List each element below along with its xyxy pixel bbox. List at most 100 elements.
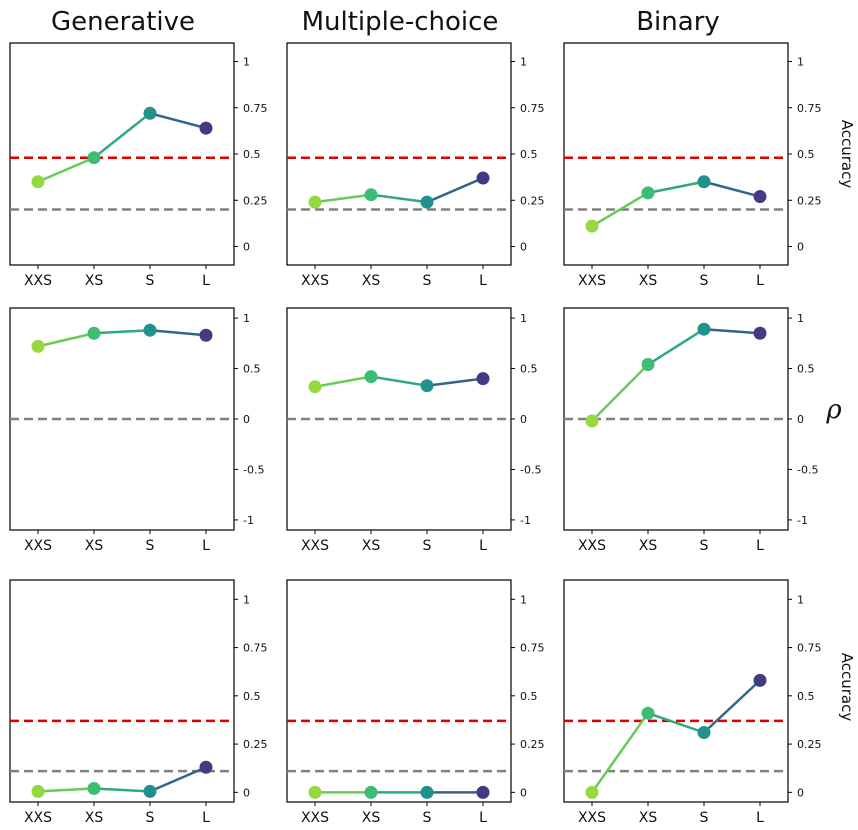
y-tick-label: 1 <box>797 56 804 69</box>
x-tick-label: XXS <box>301 538 329 554</box>
column-title-binary: Binary <box>636 7 720 37</box>
series-segment <box>646 180 706 195</box>
data-point-l <box>476 785 490 799</box>
x-tick-label: XS <box>85 810 104 826</box>
series-segment <box>36 156 96 183</box>
series-segment <box>590 191 650 228</box>
data-point-s <box>143 784 157 798</box>
series-segment <box>646 327 706 366</box>
series-segment <box>92 112 152 159</box>
y-tick-label: -1 <box>243 514 254 527</box>
data-point-l <box>199 328 213 342</box>
series-segment <box>36 331 96 348</box>
y-tick-label: 0.25 <box>797 194 822 207</box>
x-tick-label: XXS <box>578 810 606 826</box>
axes-frame <box>563 579 789 803</box>
y-tick-label: 0.5 <box>797 363 815 376</box>
y-tick-label: 0.75 <box>243 102 268 115</box>
series-segment <box>425 176 485 204</box>
x-tick-label: L <box>479 810 487 826</box>
panel-r1-c1: -1 -0.5 0 0.5 1 XXS XS S L <box>286 307 541 554</box>
x-tick-label: S <box>700 538 709 554</box>
row-label-rho: ρ <box>825 395 842 425</box>
x-tick-label: S <box>146 810 155 826</box>
series-segment <box>590 363 650 423</box>
y-tick-label: 1 <box>520 312 527 325</box>
panel-r1-c2: -1 -0.5 0 0.5 1 XXS XS S L <box>563 307 818 554</box>
series-segment <box>148 112 208 130</box>
data-point-s <box>697 175 711 189</box>
y-tick-label: 0 <box>797 413 804 426</box>
x-tick-label: L <box>756 810 764 826</box>
panel-r2-c1: 0 0.25 0.5 0.75 1 XXS XS S L <box>286 579 545 826</box>
data-point-l <box>753 673 767 687</box>
x-tick-label: XXS <box>24 810 52 826</box>
data-point-l <box>476 171 490 185</box>
y-tick-label: 0.5 <box>797 690 815 703</box>
data-point-xs <box>87 151 101 165</box>
series-segment <box>369 375 429 387</box>
y-tick-label: 0.75 <box>520 642 545 655</box>
data-point-xxs <box>585 414 599 428</box>
data-point-xs <box>364 370 378 384</box>
y-tick-label: 0.25 <box>243 194 268 207</box>
y-tick-label: 0 <box>520 241 527 254</box>
x-tick-label: XS <box>639 273 658 289</box>
y-tick-label: -0.5 <box>520 463 541 476</box>
y-tick-label: 0.5 <box>520 690 538 703</box>
series-segment <box>148 766 208 793</box>
data-point-xxs <box>308 785 322 799</box>
y-tick-label: 0 <box>243 786 250 799</box>
x-tick-label: L <box>479 273 487 289</box>
x-tick-label: XS <box>362 810 381 826</box>
data-point-xs <box>641 706 655 720</box>
series-segment <box>425 377 485 387</box>
x-tick-label: S <box>700 810 709 826</box>
x-tick-label: XS <box>85 538 104 554</box>
x-tick-label: L <box>756 273 764 289</box>
data-point-xs <box>641 186 655 200</box>
x-tick-label: S <box>423 810 432 826</box>
series-segment <box>313 375 373 388</box>
x-tick-label: XS <box>639 810 658 826</box>
x-tick-label: XS <box>639 538 658 554</box>
panel-r0-c1: 0 0.25 0.5 0.75 1 XXS XS S L <box>286 42 545 289</box>
x-tick-label: L <box>479 538 487 554</box>
x-tick-label: L <box>202 810 210 826</box>
y-tick-label: 0.75 <box>243 642 268 655</box>
x-tick-label: S <box>423 273 432 289</box>
series-segment <box>702 327 762 335</box>
panel-r2-c0: 0 0.25 0.5 0.75 1 XXS XS S L <box>9 579 268 826</box>
row-label-accuracy-top: Accuracy <box>838 120 856 189</box>
y-tick-label: 0 <box>243 241 250 254</box>
y-tick-label: 0.75 <box>797 102 822 115</box>
data-point-l <box>476 372 490 386</box>
y-tick-label: -0.5 <box>243 463 264 476</box>
y-tick-label: 0.5 <box>797 148 815 161</box>
data-point-xxs <box>585 785 599 799</box>
axes-frame <box>286 579 512 803</box>
axes-frame <box>9 42 235 266</box>
series-segment <box>313 193 373 204</box>
data-point-s <box>420 785 434 799</box>
y-tick-label: 0 <box>797 786 804 799</box>
data-point-xs <box>641 358 655 372</box>
x-tick-label: XXS <box>578 538 606 554</box>
y-tick-label: 0.25 <box>243 738 268 751</box>
y-tick-label: 0 <box>243 413 250 426</box>
row-label-accuracy-bottom: Accuracy <box>838 653 856 722</box>
y-tick-label: 0.75 <box>520 102 545 115</box>
x-tick-label: XXS <box>24 538 52 554</box>
y-tick-label: 0.5 <box>243 148 261 161</box>
y-tick-label: -1 <box>797 514 808 527</box>
panel-r1-c0: -1 -0.5 0 0.5 1 XXS XS S L <box>9 307 264 554</box>
series-segment <box>590 711 650 794</box>
data-point-l <box>753 326 767 340</box>
series-segment <box>702 180 762 198</box>
y-tick-label: 0.25 <box>520 194 545 207</box>
x-tick-label: S <box>146 273 155 289</box>
data-point-s <box>143 106 157 120</box>
y-tick-label: 0.25 <box>797 738 822 751</box>
y-tick-label: 0.5 <box>243 690 261 703</box>
